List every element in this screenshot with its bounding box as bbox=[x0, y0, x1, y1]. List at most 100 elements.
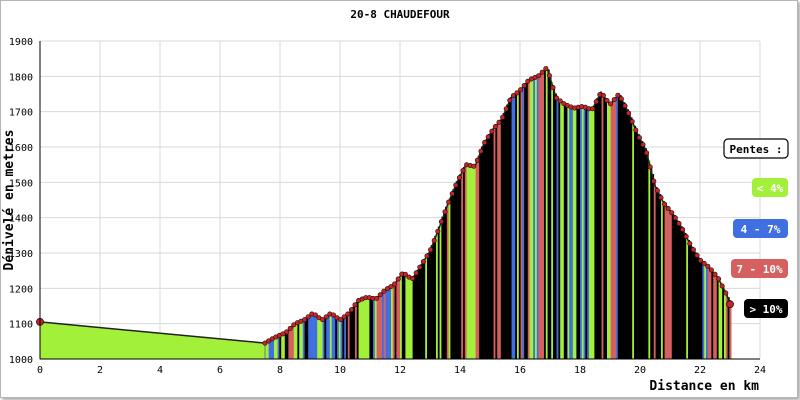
elevation-marker bbox=[716, 276, 722, 282]
slope-bar bbox=[324, 316, 327, 359]
slope-bar bbox=[279, 334, 282, 359]
slope-bar bbox=[619, 95, 622, 359]
slope-bar bbox=[583, 106, 586, 359]
elevation-marker bbox=[492, 124, 498, 130]
elevation-marker bbox=[456, 175, 462, 181]
elevation-marker bbox=[723, 290, 729, 296]
x-tick-label: 24 bbox=[754, 365, 766, 376]
slope-bar bbox=[329, 313, 332, 359]
elevation-marker bbox=[719, 283, 725, 289]
slope-bar bbox=[547, 69, 550, 359]
slope-bar bbox=[594, 101, 597, 360]
slope-bar bbox=[522, 85, 525, 360]
elevation-marker bbox=[626, 110, 632, 116]
slope-bar bbox=[463, 167, 466, 359]
slope-bar bbox=[524, 83, 527, 360]
slope-bar bbox=[536, 75, 539, 359]
slope-bar bbox=[589, 108, 592, 359]
slope-bar bbox=[727, 297, 730, 359]
slope-bar bbox=[659, 194, 662, 359]
slope-bar bbox=[700, 260, 703, 359]
slope-bar bbox=[371, 297, 374, 359]
slope-bar bbox=[664, 204, 667, 359]
legend-title-box bbox=[723, 138, 789, 159]
slope-bar bbox=[677, 220, 680, 359]
slope-bar bbox=[328, 314, 331, 359]
slope-bar bbox=[632, 121, 635, 359]
elevation-marker bbox=[287, 325, 293, 331]
slope-bar bbox=[655, 187, 658, 359]
y-tick-label: 1100 bbox=[9, 320, 33, 331]
elevation-marker bbox=[453, 182, 459, 188]
slope-bar bbox=[526, 81, 529, 359]
slope-bar bbox=[720, 282, 723, 359]
elevation-marker bbox=[550, 85, 556, 91]
elevation-marker bbox=[633, 127, 639, 133]
slope-bar bbox=[578, 106, 581, 359]
slope-bar bbox=[529, 78, 532, 360]
elevation-marker bbox=[647, 164, 653, 170]
elevation-marker bbox=[687, 241, 693, 247]
y-tick-labels: 1000 1100 1200 1300 1400 1500 1600 1700 1800 1900 bbox=[9, 37, 33, 366]
y-tick-label: 1800 bbox=[9, 72, 33, 83]
slope-bar bbox=[425, 255, 428, 359]
legend-swatch bbox=[752, 178, 788, 197]
slope-bars bbox=[265, 68, 732, 360]
slope-bar bbox=[598, 94, 601, 359]
elevation-marker bbox=[654, 188, 660, 194]
slope-bar bbox=[308, 315, 311, 359]
y-tick-label: 1500 bbox=[9, 178, 33, 189]
slope-bar bbox=[641, 141, 644, 359]
slope-bar bbox=[497, 122, 500, 360]
slope-bar bbox=[527, 79, 530, 360]
slope-bar bbox=[351, 307, 354, 359]
slope-bar bbox=[531, 78, 534, 360]
slope-bar bbox=[668, 208, 671, 359]
elevation-marker bbox=[554, 95, 560, 101]
elevation-marker bbox=[672, 215, 678, 221]
slope-bar bbox=[722, 285, 725, 359]
elevation-marker bbox=[305, 314, 311, 320]
slope-bar bbox=[331, 313, 334, 359]
slope-bar bbox=[650, 167, 653, 359]
slope-bar bbox=[472, 165, 475, 359]
slope-bar bbox=[542, 70, 545, 359]
elevation-marker bbox=[496, 119, 502, 125]
slope-bar bbox=[689, 243, 692, 359]
slope-bar bbox=[313, 313, 316, 359]
slope-bar bbox=[482, 142, 485, 359]
elevation-marker bbox=[338, 317, 344, 323]
slope-bar bbox=[576, 107, 579, 359]
slope-bar bbox=[592, 105, 595, 359]
elevation-marker bbox=[284, 329, 290, 335]
x-tick-label: 12 bbox=[394, 365, 406, 376]
slope-bar bbox=[686, 236, 689, 359]
slope-bar bbox=[333, 314, 336, 359]
slope-bar bbox=[628, 113, 631, 359]
slope-bar bbox=[391, 285, 394, 359]
elevation-marker bbox=[536, 73, 542, 79]
slope-bar bbox=[448, 197, 451, 359]
x-tick-label: 0 bbox=[37, 365, 43, 376]
slope-bar bbox=[713, 272, 716, 359]
slope-bar bbox=[286, 330, 289, 359]
slope-bar bbox=[457, 177, 460, 359]
slope-bar bbox=[513, 94, 516, 359]
elevation-marker bbox=[348, 307, 354, 313]
slope-bar bbox=[416, 270, 419, 359]
slope-bar bbox=[304, 318, 307, 359]
slope-bar bbox=[616, 95, 619, 359]
slope-bar bbox=[481, 146, 484, 359]
slope-bar bbox=[486, 136, 489, 359]
slope-bar bbox=[623, 102, 626, 359]
slope-bar bbox=[673, 215, 676, 359]
elevation-marker bbox=[323, 314, 329, 320]
slope-bar bbox=[376, 296, 379, 359]
slope-bar bbox=[464, 164, 467, 359]
slope-bar bbox=[310, 314, 313, 359]
elevation-marker bbox=[593, 99, 599, 105]
slope-bar bbox=[459, 174, 462, 359]
elevation-marker bbox=[330, 312, 336, 318]
elevation-marker bbox=[683, 234, 689, 240]
elevation-marker bbox=[442, 209, 448, 215]
